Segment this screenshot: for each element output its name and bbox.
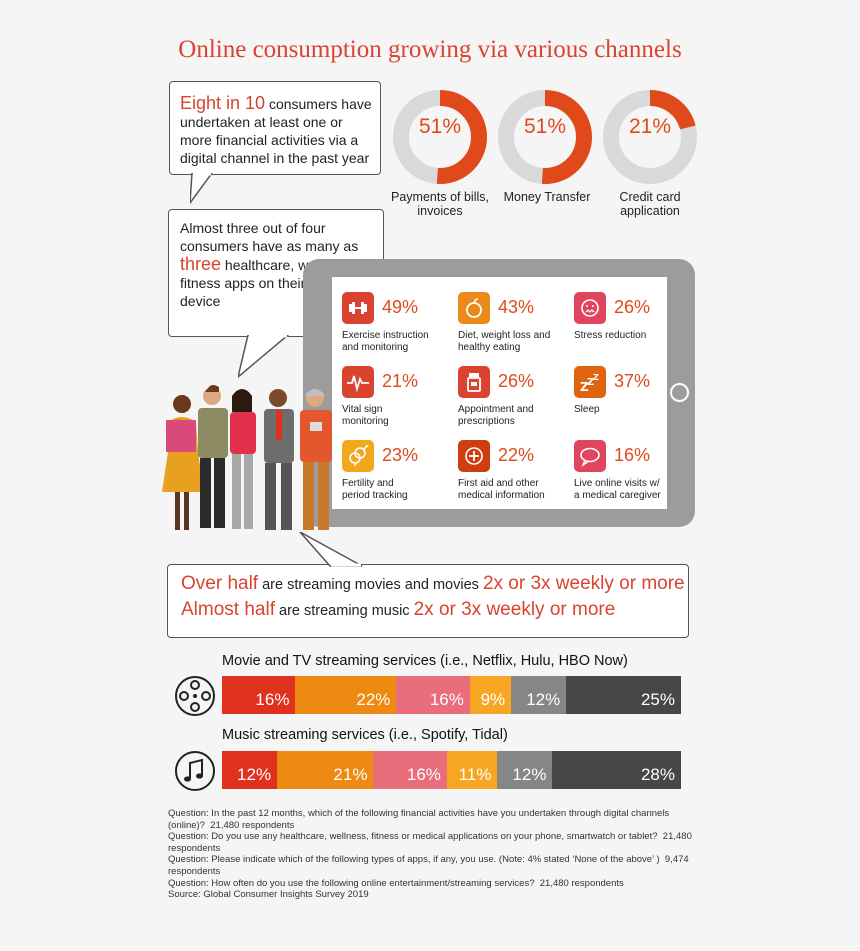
people-illustration	[162, 385, 332, 530]
callout-text: Almost three out of four consumers have …	[180, 220, 359, 254]
bar-segment: 28%	[552, 751, 681, 789]
app-percentage: 21%	[382, 371, 419, 391]
app-label: Exercise instruction and monitoring	[342, 330, 429, 353]
tablet-screen	[332, 277, 667, 509]
svg-text:Z: Z	[580, 380, 589, 393]
donut-fill-arc	[393, 90, 487, 184]
gender-symbols-icon	[342, 440, 374, 472]
highlight-frequency: 2x or 3x weekly or more	[413, 599, 616, 620]
footnote-question-streaming: Question: How often do you use the follo…	[168, 877, 624, 889]
callout-highlight: Eight in 10	[180, 93, 266, 113]
donut-value: 51%	[523, 115, 567, 138]
first-aid-icon	[458, 440, 490, 472]
bar-segment: 12%	[511, 676, 567, 714]
highlight-over-half: Over half	[181, 573, 259, 594]
donut-ring	[498, 90, 592, 184]
bar-segment: 12%	[222, 751, 278, 789]
streaming-text: are streaming music	[274, 603, 414, 619]
app-percentage: 37%	[614, 371, 651, 391]
dumbbell-icon	[342, 292, 374, 324]
app-label: Live online visits w/a medical caregiver	[574, 478, 661, 501]
streaming-line-music: Almost half are streaming music 2x or 3x…	[181, 599, 616, 620]
bar-segment: 22%	[295, 676, 397, 714]
streaming-callout: Over half are streaming movies and movie…	[167, 564, 689, 638]
donut-label: Money Transfer	[503, 190, 591, 204]
bar-segment: 9%	[469, 676, 512, 714]
bar-segment: 11%	[446, 751, 498, 789]
app-percentage: 22%	[498, 445, 535, 465]
app-percentage: 23%	[382, 445, 419, 465]
stress-face-icon	[574, 292, 606, 324]
bar-segment: 25%	[566, 676, 681, 714]
callout-text: consumers have undertaken at least one o…	[180, 96, 372, 166]
callout-tail	[238, 335, 290, 378]
app-label: Stress reduction	[574, 330, 647, 341]
app-percentage: 26%	[498, 371, 535, 391]
app-label: Vital sign monitoring	[342, 404, 389, 427]
bar-segment: 21%	[277, 751, 374, 789]
donut-3: 21%	[600, 87, 700, 187]
bar-segment: 16%	[396, 676, 470, 714]
svg-text:Z: Z	[587, 377, 594, 388]
app-label: Sleep	[574, 404, 600, 415]
streaming-line-movies: Over half are streaming movies and movie…	[181, 573, 685, 594]
donut-value: 21%	[628, 115, 672, 138]
donut-value: 51%	[418, 115, 462, 138]
app-percentage: 16%	[614, 445, 651, 465]
donut-label: Credit card application	[619, 190, 681, 218]
streaming-text: are streaming movies and movies	[258, 577, 483, 593]
donut-1: 51%	[390, 87, 490, 187]
callout-tail	[299, 532, 363, 567]
donut-label: Payments of bills, invoices	[391, 190, 489, 218]
music-streaming-bar: 12% 21% 16% 11% 12% 28%	[222, 751, 681, 789]
film-reel-icon	[173, 674, 217, 723]
footnote-question-financial: Question: In the past 12 months, which o…	[168, 808, 672, 831]
page-title: Online consumption growing via various c…	[178, 36, 682, 63]
app-percentage: 43%	[498, 297, 535, 317]
bar-segment: 12%	[497, 751, 553, 789]
donut-fill-arc	[603, 90, 697, 184]
highlight-almost-half: Almost half	[181, 599, 275, 620]
bar-segment: 16%	[222, 676, 296, 714]
footnote-question-health-apps: Question: Do you use any healthcare, wel…	[168, 831, 695, 854]
donut-ring	[393, 90, 487, 184]
movie-streaming-bar: 16% 22% 16% 9% 12% 25%	[222, 676, 681, 714]
donut-2: 51%	[495, 87, 595, 187]
highlight-frequency: 2x or 3x weekly or more	[482, 573, 685, 594]
heartbeat-icon	[342, 366, 374, 398]
apple-icon	[458, 292, 490, 324]
app-label: Appointment and prescriptions	[458, 404, 534, 427]
tablet-home-button	[670, 383, 689, 402]
app-label: First aid and other medical information	[458, 478, 545, 501]
callout-tail	[190, 173, 213, 205]
movie-bar-title: Movie and TV streaming services (i.e., N…	[222, 653, 628, 669]
footnote-source: Source: Global Consumer Insights Survey …	[168, 889, 369, 901]
footnote-question-app-types: Question: Please indicate which of the f…	[168, 854, 692, 877]
music-bar-title: Music streaming services (i.e., Spotify,…	[222, 727, 508, 743]
pill-bottle-icon	[458, 366, 490, 398]
svg-text:Z: Z	[593, 373, 599, 382]
app-percentage: 26%	[614, 297, 651, 317]
donut-fill-arc	[498, 90, 592, 184]
donut-ring	[603, 90, 697, 184]
callout-highlight: three	[180, 254, 222, 274]
music-note-icon	[173, 749, 217, 798]
footnotes: Question: In the past 12 months, which o…	[168, 808, 708, 901]
bar-segment: 16%	[373, 751, 447, 789]
app-label: Diet, weight loss and healthy eating	[458, 330, 551, 353]
app-label: Fertility and period tracking	[342, 478, 408, 501]
app-percentage: 49%	[382, 297, 419, 317]
chat-bubble-icon	[574, 440, 606, 472]
financial-callout: Eight in 10 consumers have undertaken at…	[169, 81, 381, 175]
